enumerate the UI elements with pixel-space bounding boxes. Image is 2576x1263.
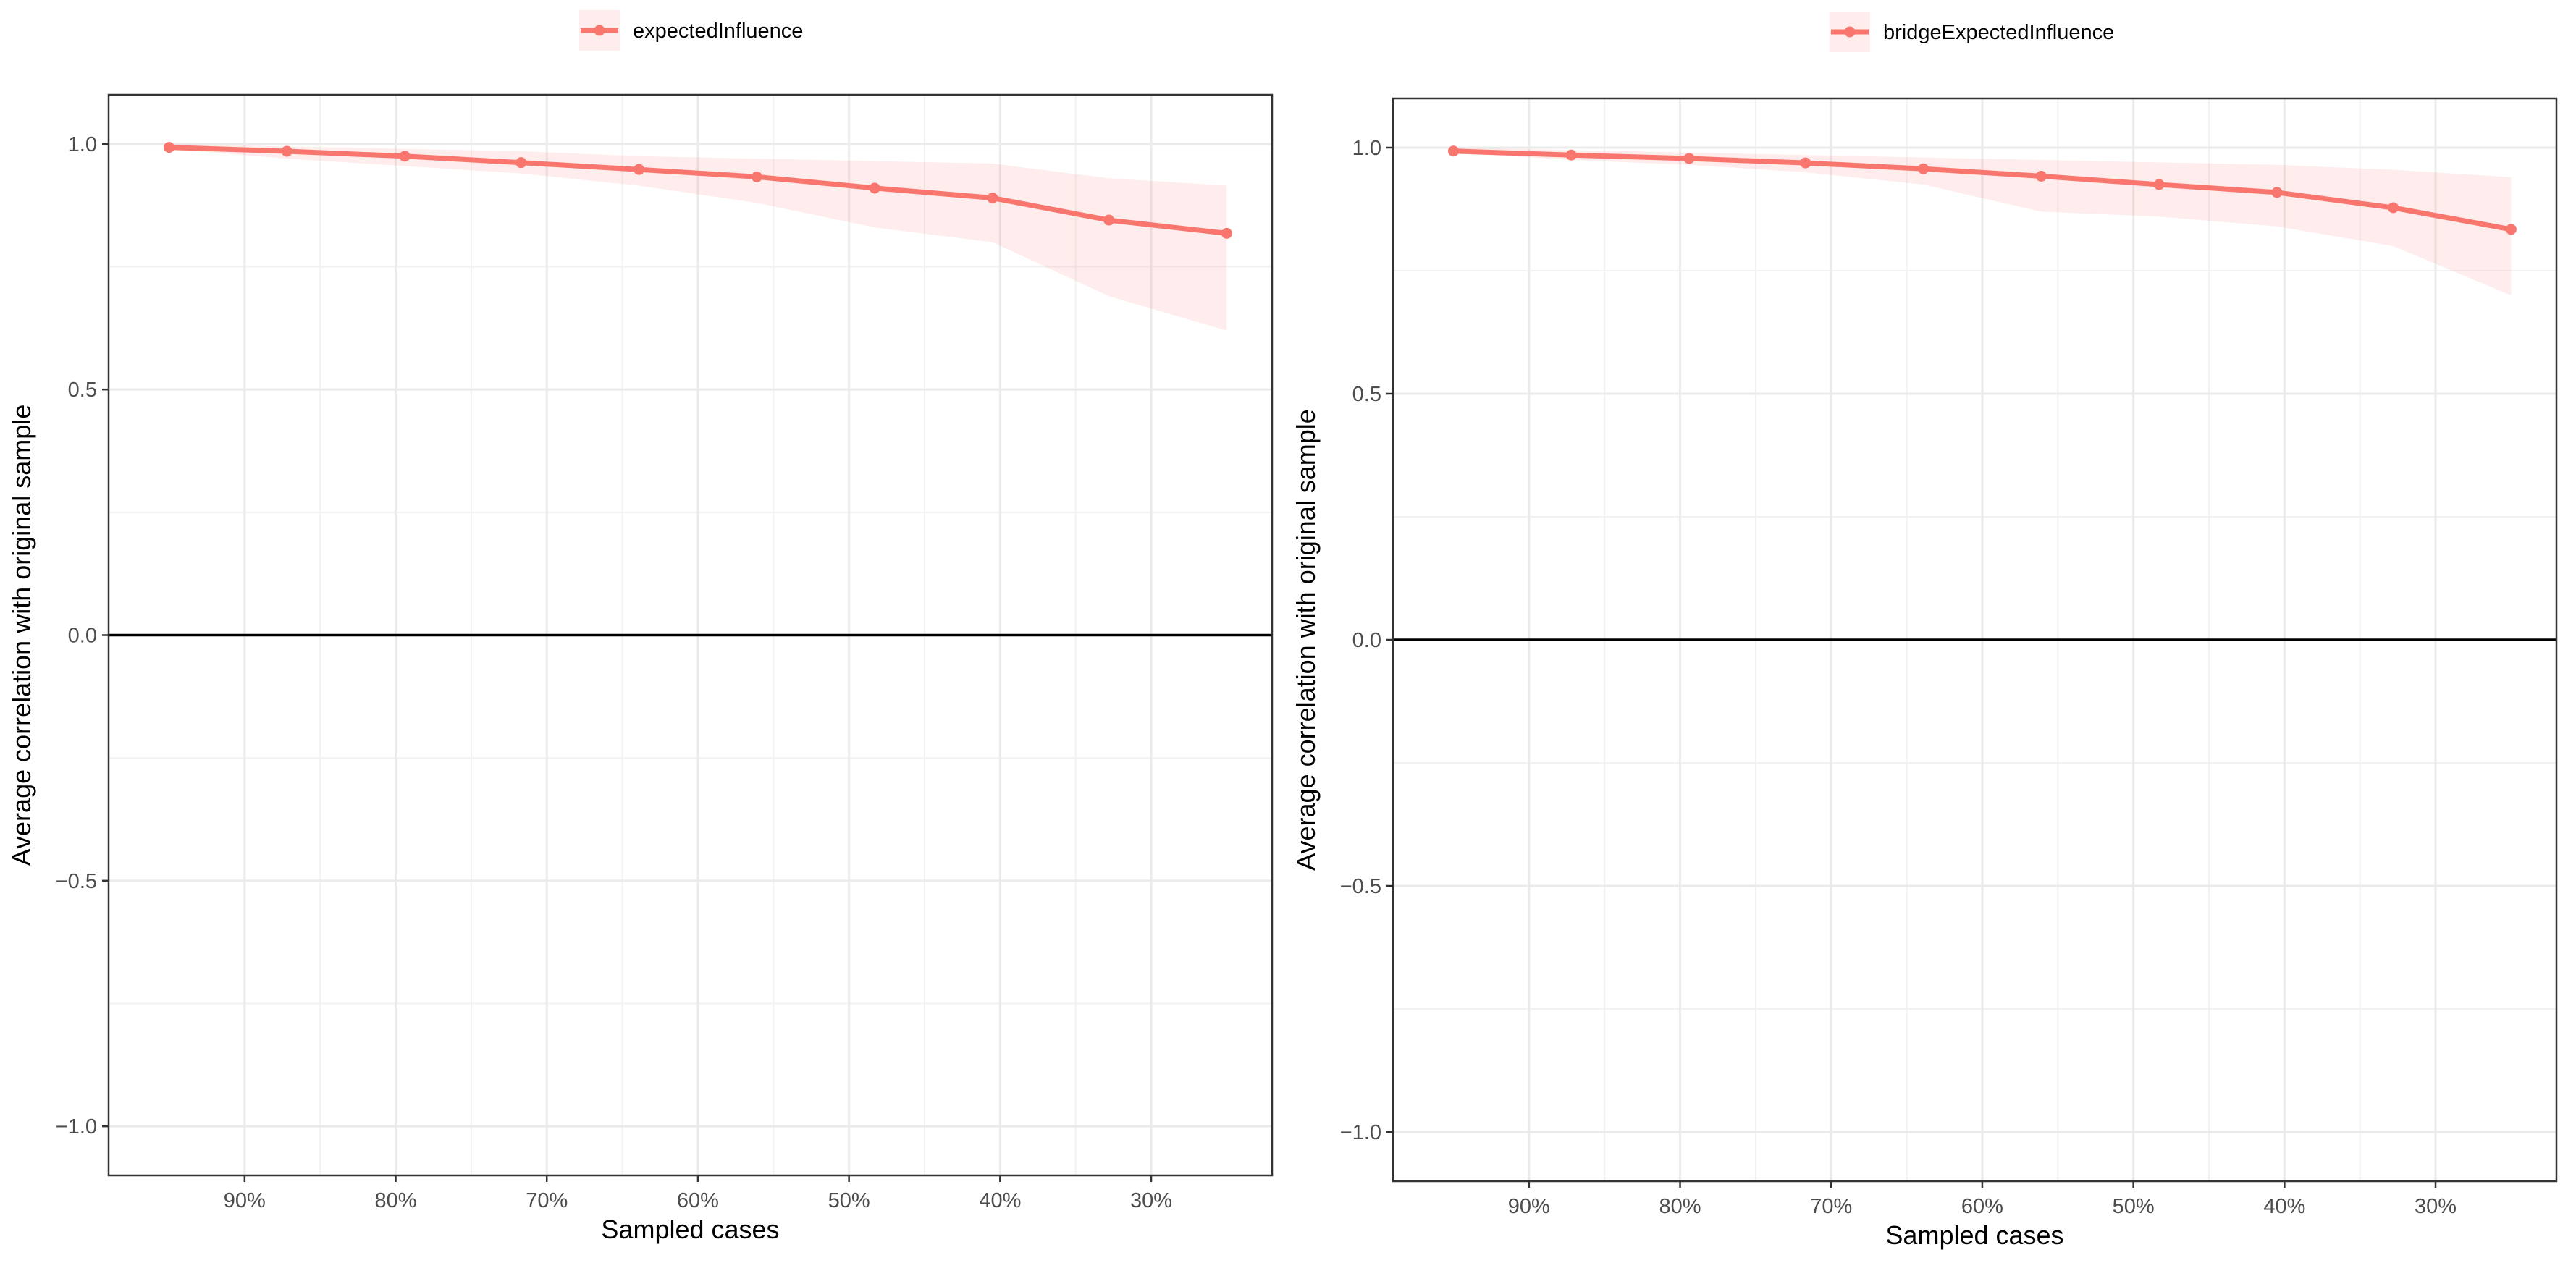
- legend-label: expectedInfluence: [633, 20, 803, 43]
- data-point: [1221, 227, 1232, 239]
- confidence-band: [169, 143, 1227, 331]
- x-tick-label: 90%: [1508, 1195, 1550, 1218]
- y-tick-label: −0.5: [1340, 875, 1381, 898]
- legend-label: bridgeExpectedInfluence: [1883, 21, 2114, 44]
- data-point: [1683, 153, 1695, 164]
- data-point: [987, 193, 998, 204]
- y-tick-label: 0.0: [68, 625, 97, 648]
- x-tick-label: 40%: [979, 1189, 1021, 1212]
- data-point: [634, 164, 645, 175]
- x-tick-label: 60%: [1961, 1195, 2003, 1218]
- y-tick-label: 0.0: [1352, 629, 1381, 652]
- data-point: [281, 145, 292, 157]
- legend-key-point: [594, 25, 605, 36]
- chart-panel-1: expectedInfluence 90% 80% 70% 60% 50% 40% 30% −1…: [7, 10, 1274, 1244]
- legend: bridgeExpectedInfluence: [1830, 12, 2114, 52]
- data-point: [2388, 202, 2399, 214]
- x-tick-label: 50%: [828, 1189, 870, 1212]
- data-point: [515, 157, 527, 169]
- data-point: [1447, 145, 1459, 157]
- data-point: [751, 171, 762, 182]
- legend: expectedInfluence: [579, 10, 803, 51]
- data-point: [2271, 187, 2283, 198]
- data-point: [1103, 214, 1115, 226]
- data-point: [1918, 163, 1929, 174]
- y-axis-title: Average correlation with original sample: [1291, 409, 1321, 871]
- data-point: [2505, 224, 2517, 235]
- data-point: [2035, 170, 2047, 182]
- x-tick-label: 90%: [224, 1189, 266, 1212]
- data-point: [2153, 179, 2165, 190]
- x-tick-label: 80%: [1659, 1195, 1701, 1218]
- y-tick-label: 0.5: [68, 379, 97, 402]
- y-tick-label: −1.0: [56, 1115, 97, 1139]
- x-tick-label: 60%: [677, 1189, 719, 1212]
- y-tick-label: 1.0: [68, 133, 97, 156]
- x-tick-label: 70%: [1810, 1195, 1852, 1218]
- x-tick-label: 70%: [526, 1189, 568, 1212]
- x-tick-label: 30%: [1130, 1189, 1172, 1212]
- data-point: [163, 142, 174, 153]
- x-axis-title: Sampled cases: [1885, 1220, 2063, 1250]
- y-axis-title: Average correlation with original sample: [7, 405, 36, 866]
- y-tick-label: −0.5: [56, 870, 97, 893]
- x-tick-label: 50%: [2113, 1195, 2155, 1218]
- series-line: [169, 145, 1227, 236]
- series-line: [1453, 148, 2512, 232]
- data-point: [1800, 157, 1811, 169]
- x-axis-title: Sampled cases: [601, 1215, 779, 1244]
- y-tick-label: 0.5: [1352, 383, 1381, 406]
- x-tick-label: 30%: [2415, 1195, 2457, 1218]
- data-point: [1565, 149, 1577, 161]
- chart-panel-2: bridgeExpectedInfluence 90% 80% 70% 60% 50% 40…: [1291, 12, 2558, 1250]
- confidence-band: [1453, 148, 2512, 295]
- legend-key-point: [1844, 26, 1856, 38]
- y-tick-label: −1.0: [1340, 1121, 1381, 1144]
- y-tick-label: 1.0: [1352, 137, 1381, 160]
- data-point: [399, 151, 411, 162]
- data-point: [869, 182, 880, 194]
- x-tick-label: 40%: [2263, 1195, 2305, 1218]
- x-tick-label: 80%: [375, 1189, 417, 1212]
